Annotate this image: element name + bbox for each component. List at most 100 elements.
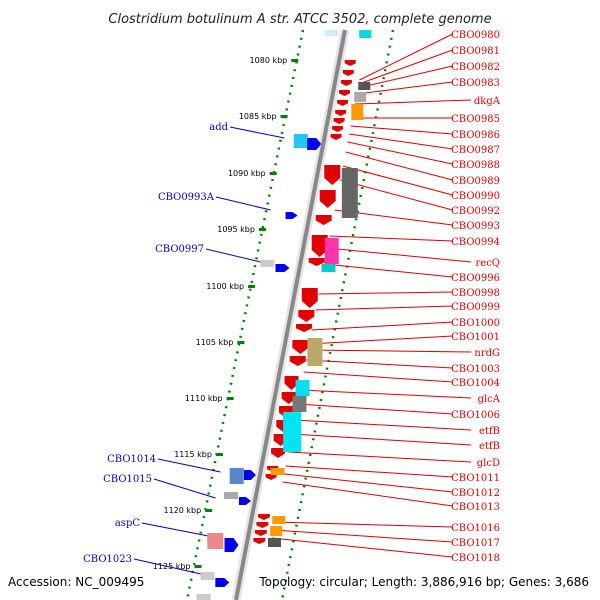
left-gene-label: CBO0993A (158, 192, 215, 203)
right-gene-label: CBO1003 (451, 364, 500, 375)
reverse-gene-arrow (275, 264, 290, 272)
right-gene-label: CBO0992 (451, 206, 500, 217)
right-gene-label: CBO0994 (451, 237, 500, 248)
right-gene-label: CBO1013 (451, 502, 500, 513)
reverse-gene-arrow (285, 212, 298, 219)
right-label-connector (359, 33, 453, 81)
left-label-connector (141, 522, 209, 537)
right-label-connector (342, 165, 453, 196)
right-gene-label: CBO0983 (451, 78, 500, 89)
scale-tick (226, 397, 234, 400)
right-label-connector (329, 235, 453, 242)
forward-gene-arrow (257, 514, 270, 520)
map-title: Clostridium botulinum A str. ATCC 3502, … (108, 12, 491, 27)
right-label-connector (294, 419, 472, 431)
cds-box-cyan (321, 264, 336, 272)
scale-tick (194, 565, 202, 568)
gene-features (196, 30, 372, 600)
cds-box-grey (354, 92, 367, 102)
cds-box-dark (267, 538, 281, 547)
scale-tick (237, 341, 245, 344)
scale-tick-label: 1095 kbp (217, 225, 255, 234)
right-label-connector (288, 451, 472, 463)
forward-gene-arrow (315, 215, 332, 225)
left-label-connector (157, 458, 221, 473)
cds-box-orange (270, 526, 283, 536)
right-gene-label: recQ (476, 258, 501, 269)
forward-gene-arrow (253, 538, 266, 544)
cds-box-cyan (283, 412, 302, 452)
right-gene-label: etfB (479, 441, 500, 452)
right-gene-label: CBO0998 (451, 288, 500, 299)
left-gene-labels: add CBO0993A CBO0997 CBO1014 CBO1015 aspC CBO1… (83, 122, 228, 565)
forward-gene-arrow (301, 288, 318, 308)
right-label-connector (308, 335, 453, 345)
scale-tick-label: 1125 kbp (153, 562, 191, 571)
right-gene-label: nrdG (474, 348, 500, 359)
right-label-connector (356, 81, 453, 95)
right-label-connector (324, 263, 453, 278)
scale-tick (269, 172, 277, 175)
scale-tick (280, 115, 288, 118)
right-gene-label: CBO1016 (451, 523, 500, 534)
forward-gene-arrow (324, 165, 341, 185)
cds-box-pink (324, 238, 339, 264)
scale-tick-label: 1120 kbp (164, 506, 202, 515)
forward-gene-arrow (319, 190, 336, 208)
left-gene-label: aspC (115, 518, 140, 529)
forward-gene-arrow (335, 110, 347, 116)
reverse-gene-arrow (243, 470, 256, 480)
forward-gene-arrow (342, 70, 354, 76)
forward-gene-arrow (332, 126, 344, 132)
right-label-connector (284, 473, 453, 493)
right-gene-label: CBO0989 (451, 176, 500, 187)
right-gene-label: CBO0986 (451, 130, 500, 141)
label-connectors (133, 33, 472, 575)
right-label-connector (300, 389, 472, 399)
cds-box-cyan (359, 30, 372, 38)
right-gene-label: CBO1006 (451, 410, 500, 421)
forward-gene-arrow (344, 60, 356, 66)
right-label-connector (318, 291, 453, 295)
kbp-scale: 1080 kbp 1085 kbp 1090 kbp 1095 kbp 1100 kbp… (153, 56, 299, 571)
left-label-connector (205, 248, 261, 263)
left-gene-label: CBO1014 (107, 454, 156, 465)
forward-gene-arrow (265, 474, 277, 480)
scale-tick-label: 1100 kbp (206, 282, 244, 291)
right-label-connector (307, 349, 472, 353)
right-label-connector (297, 403, 453, 415)
cds-box-salmon (207, 533, 224, 549)
right-gene-label: CBO0987 (451, 145, 500, 156)
right-label-connector (340, 179, 453, 211)
cds-box-light (324, 30, 339, 36)
right-gene-label: CBO1011 (451, 473, 500, 484)
cds-box-orange (270, 468, 285, 475)
topology-text: Topology: circular; Length: 3,886,916 bp… (258, 575, 589, 589)
forward-gene-arrow (308, 258, 325, 266)
right-gene-label: CBO1017 (451, 538, 500, 549)
genome-backbone (234, 29, 347, 600)
right-gene-label: CBO1018 (451, 553, 500, 564)
scale-tick-label: 1105 kbp (196, 338, 234, 347)
forward-gene-arrow (338, 90, 350, 96)
right-label-connector (349, 133, 453, 150)
right-label-connector (271, 537, 453, 558)
cds-box-grey (260, 260, 275, 267)
forward-gene-arrow (340, 80, 352, 86)
forward-gene-arrow (337, 100, 349, 106)
left-label-connector (215, 196, 271, 211)
right-gene-label: CBO1004 (451, 378, 500, 389)
right-label-connector (345, 151, 453, 181)
cds-box-dark (341, 168, 358, 218)
scale-tick-label: 1090 kbp (228, 169, 266, 178)
right-label-connector (358, 49, 453, 85)
accession-text: Accession: NC_009495 (8, 575, 144, 589)
left-label-connector (133, 558, 202, 575)
right-label-connector (311, 321, 453, 331)
right-label-connector (274, 521, 453, 528)
cds-box-grey (292, 396, 307, 412)
forward-gene-arrow (254, 530, 267, 536)
scale-tick-label: 1085 kbp (239, 112, 277, 121)
right-label-connector (350, 125, 453, 135)
